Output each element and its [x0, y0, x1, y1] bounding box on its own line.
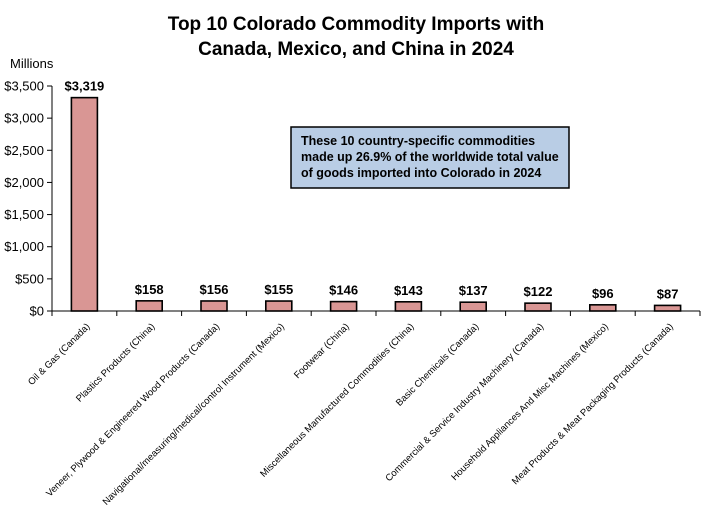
chart-title-line-2: Canada, Mexico, and China in 2024 [198, 39, 514, 60]
annotation-line-3: of goods imported into Colorado in 2024 [301, 166, 541, 180]
bar [394, 301, 423, 312]
bar [524, 302, 552, 312]
x-tick-label: Miscellaneous Manufactured Commodities (… [258, 321, 416, 479]
data-label: $87 [657, 286, 679, 301]
data-label: $155 [264, 282, 293, 297]
chart-title-line-1: Top 10 Colorado Commodity Imports with [168, 14, 544, 35]
y-axis: $0 $500 $1,000 $1,500 $2,000 $2,500 $3,000 $3,5… [4, 79, 53, 319]
bar [653, 304, 682, 312]
bar [264, 300, 293, 312]
chart-title: Top 10 Colorado Commodity Imports with C… [168, 14, 544, 60]
bar [200, 300, 228, 312]
data-label: $96 [592, 286, 614, 301]
y-axis-unit-label: Millions [10, 56, 54, 71]
y-tick-label: $1,000 [4, 239, 44, 254]
data-label: $137 [459, 283, 488, 298]
data-label: $122 [524, 284, 553, 299]
y-tick-label: $2,500 [4, 143, 44, 158]
bar [329, 300, 358, 312]
bar [459, 301, 488, 312]
annotation-line-1: These 10 country-specific commodities [301, 134, 535, 148]
y-tick-label: $3,000 [4, 111, 44, 126]
y-tick-label: $0 [30, 304, 44, 319]
y-tick-label: $2,000 [4, 175, 44, 190]
x-tick-label: Footwear (China) [292, 321, 352, 381]
bar [588, 304, 617, 312]
annotation-box: These 10 country-specific commodities ma… [290, 126, 570, 189]
x-axis: Oil & Gas (Canada)Plastics Products (Chi… [26, 310, 701, 508]
x-tick-label: Oil & Gas (Canada) [26, 321, 92, 387]
bar [135, 300, 163, 312]
bar [70, 96, 99, 312]
y-tick-label: $500 [15, 271, 44, 286]
data-labels: $3,319 $158 $156 $155 $146 $143 $137 $122 $96 $87 [65, 79, 679, 302]
y-tick-label: $3,500 [4, 79, 44, 94]
bar-series [70, 96, 682, 312]
data-label: $158 [135, 282, 164, 297]
y-tick-label: $1,500 [4, 207, 44, 222]
data-label: $143 [394, 283, 423, 298]
data-label: $3,319 [65, 79, 105, 94]
annotation-background [290, 126, 570, 189]
annotation-line-2: made up 26.9% of the worldwide total val… [301, 150, 559, 164]
data-label: $146 [329, 283, 358, 298]
data-label: $156 [200, 282, 229, 297]
